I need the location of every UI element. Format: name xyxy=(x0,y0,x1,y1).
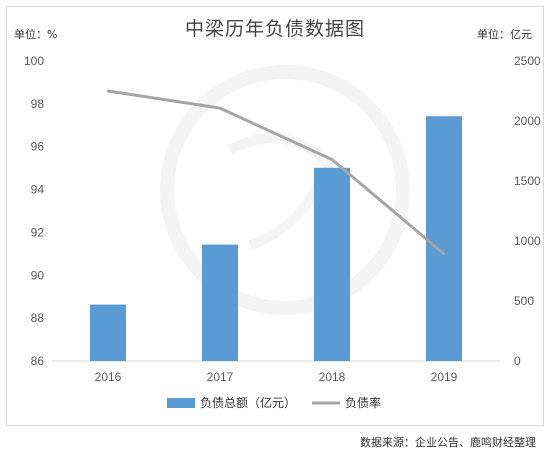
x-tick-label: 2016 xyxy=(95,370,122,384)
chart-title: 中梁历年负债数据图 xyxy=(184,18,365,40)
bar-2016 xyxy=(90,304,126,361)
line-point-2017 xyxy=(218,106,222,110)
right-tick-label: 2000 xyxy=(514,114,541,128)
right-axis-unit: 单位：亿元 xyxy=(477,28,532,41)
left-tick-label: 96 xyxy=(31,140,45,154)
x-tick-label: 2018 xyxy=(319,370,346,384)
left-tick-label: 92 xyxy=(31,225,45,239)
x-axis-ticks: 2016 2017 2018 2019 xyxy=(95,370,458,384)
right-tick-label: 2500 xyxy=(514,54,541,68)
line-point-2018 xyxy=(330,158,334,161)
left-tick-label: 100 xyxy=(24,54,44,68)
x-tick-label: 2019 xyxy=(431,370,458,384)
legend-label-line: 负债率 xyxy=(345,395,381,410)
left-tick-label: 94 xyxy=(31,183,45,197)
debt-ratio-line xyxy=(107,89,445,256)
watermark-emblem xyxy=(160,65,410,315)
legend-swatch-bar xyxy=(167,398,195,408)
right-tick-label: 0 xyxy=(514,354,521,368)
line-series xyxy=(106,89,446,256)
line-point-2019 xyxy=(442,252,446,256)
legend-label-bar: 负债总额（亿元） xyxy=(200,395,296,410)
right-tick-label: 500 xyxy=(514,294,534,308)
left-tick-label: 88 xyxy=(31,311,45,325)
left-axis-unit: 单位：% xyxy=(14,28,58,41)
left-tick-label: 98 xyxy=(31,97,45,111)
data-source-note: 数据来源：企业公告、鹿鸣财经整理 xyxy=(360,436,536,449)
right-tick-label: 1000 xyxy=(514,234,541,248)
right-tick-label: 1500 xyxy=(514,174,541,188)
left-tick-label: 90 xyxy=(31,268,45,282)
legend: 负债总额（亿元） 负债率 xyxy=(167,395,381,410)
bar-2017 xyxy=(202,244,238,361)
left-axis-ticks: 86 88 90 92 94 96 98 100 xyxy=(24,54,44,368)
bar-2019 xyxy=(426,116,462,361)
left-tick-label: 86 xyxy=(31,354,45,368)
bar-2018 xyxy=(314,167,350,361)
x-tick-label: 2017 xyxy=(207,370,234,384)
line-point-2016 xyxy=(106,89,110,93)
bar-series xyxy=(90,116,462,361)
right-axis-ticks: 0 500 1000 1500 2000 2500 xyxy=(514,54,541,368)
